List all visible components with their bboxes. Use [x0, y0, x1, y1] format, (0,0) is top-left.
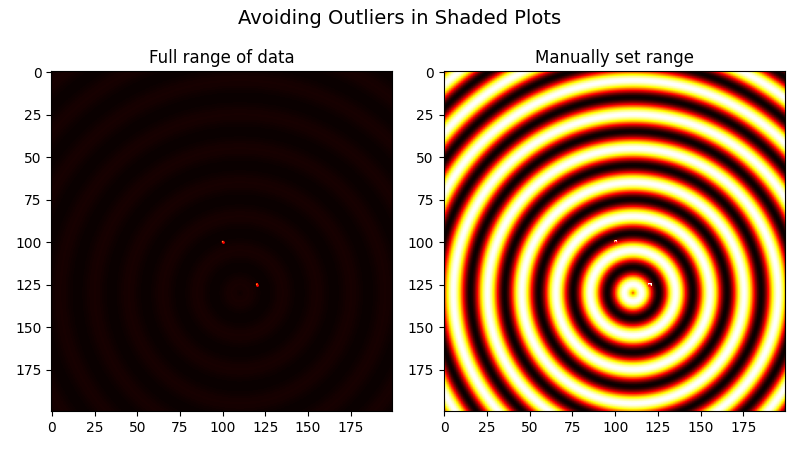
- Text: Avoiding Outliers in Shaded Plots: Avoiding Outliers in Shaded Plots: [238, 9, 562, 28]
- Title: Manually set range: Manually set range: [534, 49, 694, 67]
- Title: Full range of data: Full range of data: [149, 49, 294, 67]
